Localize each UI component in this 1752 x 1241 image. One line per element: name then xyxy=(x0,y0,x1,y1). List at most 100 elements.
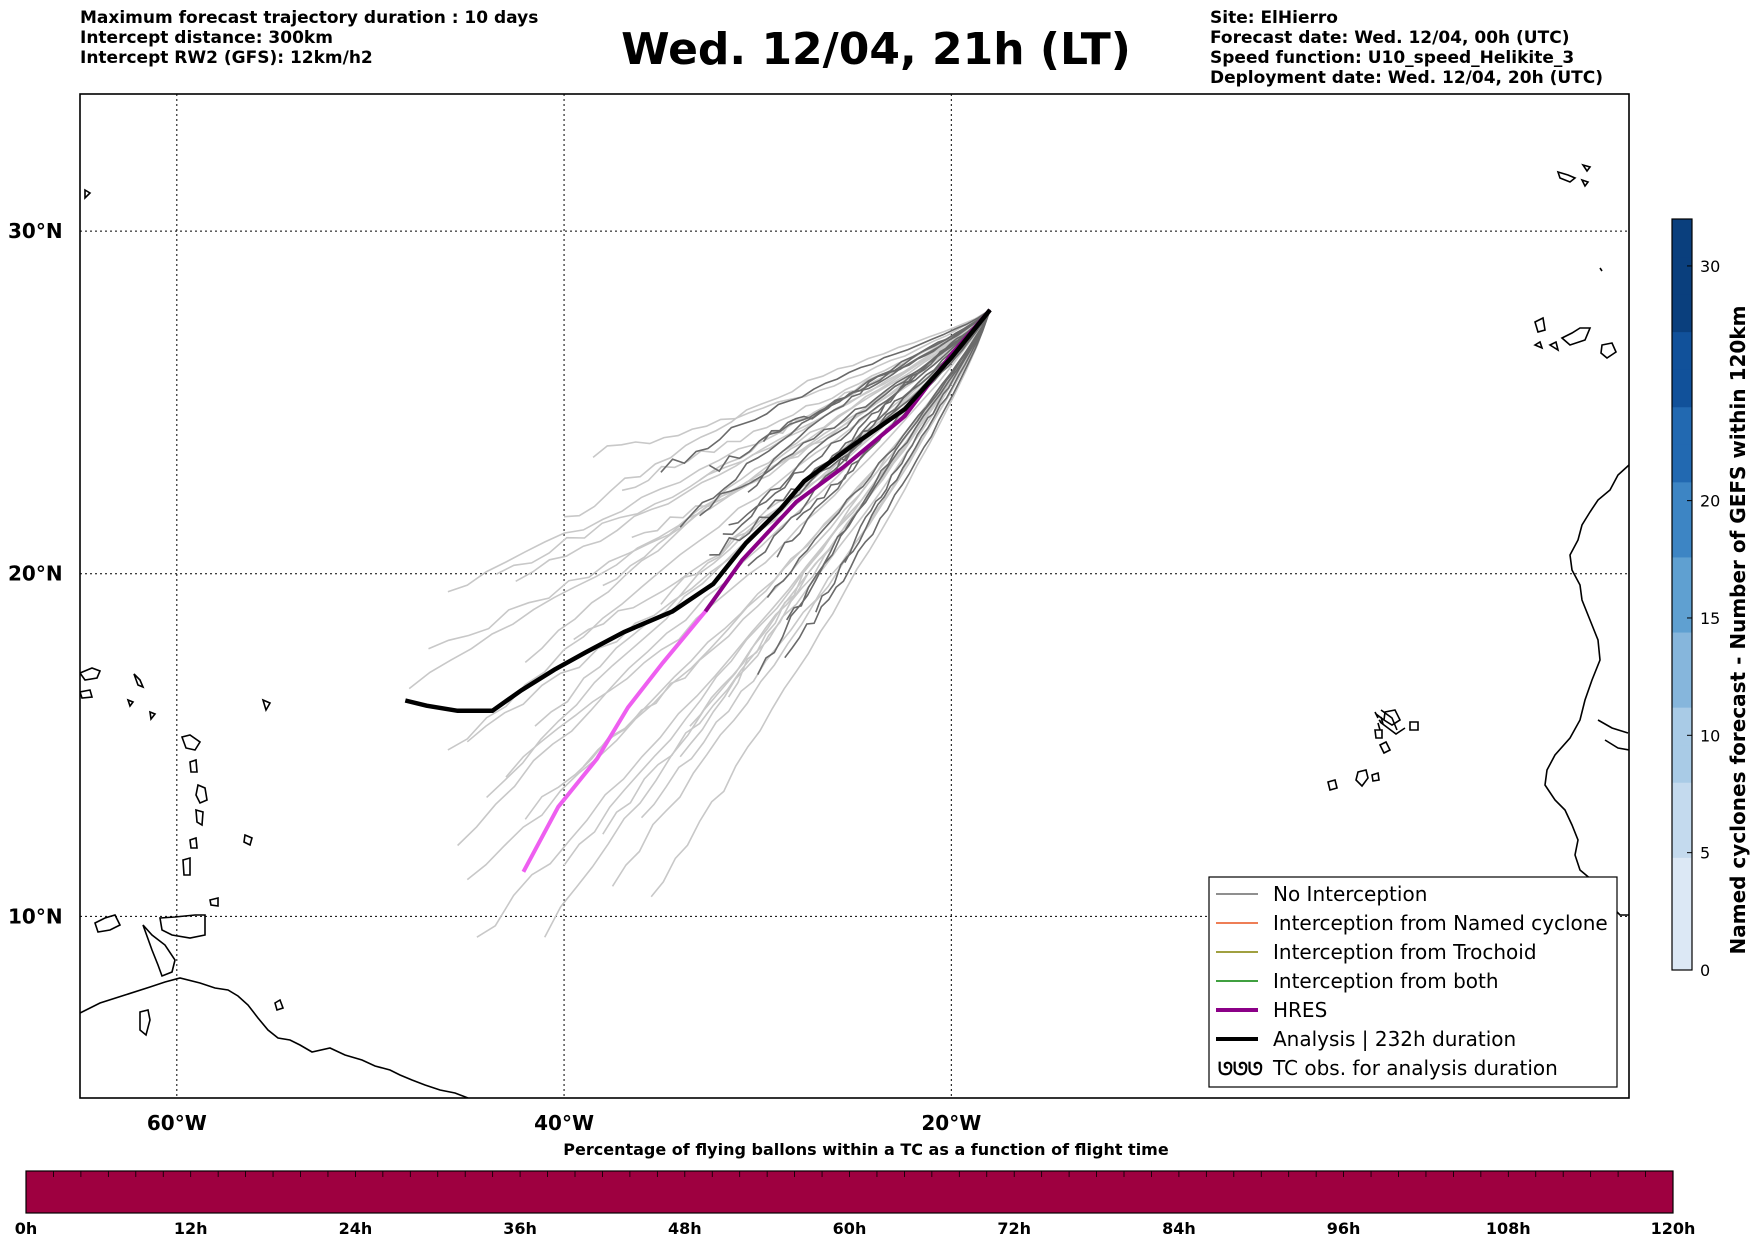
trajectory-dark xyxy=(844,309,991,563)
coast-islet-c xyxy=(180,734,202,751)
trajectory-light xyxy=(505,309,991,778)
colorbar-right-tick-label: 0 xyxy=(1700,961,1710,980)
coast-cape-verde-n7 xyxy=(1380,709,1398,731)
colorbar-right-tick-label: 20 xyxy=(1700,492,1720,511)
analysis-track xyxy=(404,308,992,714)
lon-tick-label: 60°W xyxy=(147,1111,207,1135)
colorbar-right-segment xyxy=(1672,669,1692,708)
coast-cape-verde-n3 xyxy=(1377,722,1381,731)
coast-islet-h xyxy=(182,856,191,876)
trajectory-dark xyxy=(815,309,991,613)
trajectory-light xyxy=(650,309,991,898)
colorbar-bottom-title: Percentage of flying ballons within a TC… xyxy=(563,1140,1169,1159)
coastlines xyxy=(80,163,1629,1098)
colorbar-right-segment xyxy=(1672,519,1692,558)
trajectory-light xyxy=(515,309,991,583)
colorbar-right-segment xyxy=(1672,819,1692,858)
map-frame xyxy=(79,93,1630,1099)
legend-box xyxy=(1208,876,1618,1088)
colorbar-flight-time: Percentage of flying ballons within a TC… xyxy=(15,1140,1696,1238)
colorbar-right-segment xyxy=(1672,932,1692,971)
colorbar-right-segment xyxy=(1672,594,1692,633)
coast-cape-verde-n9 xyxy=(1374,711,1379,719)
legend-label: Interception from Named cyclone xyxy=(1273,911,1608,935)
lon-tick-label: 20°W xyxy=(921,1111,981,1135)
colorbar-right-segment xyxy=(1672,481,1692,520)
coast-madeira xyxy=(1556,163,1592,188)
coast-island-1 xyxy=(139,1009,151,1037)
trajectory-light xyxy=(428,309,991,650)
legend-label: No Interception xyxy=(1273,882,1427,906)
coast-canaries-3 xyxy=(1600,342,1618,359)
colorbar-bottom-tick-label: 36h xyxy=(503,1219,537,1238)
lon-tick-label: 40°W xyxy=(534,1111,594,1135)
header-intercept-distance: Intercept distance: 300km xyxy=(80,28,333,48)
trajectory-light xyxy=(564,309,991,518)
lat-tick-label: 10°N xyxy=(8,904,63,928)
coast-bermuda-area xyxy=(80,667,102,681)
colorbar-right-segment xyxy=(1672,331,1692,370)
colorbar-bottom-tick-label: 0h xyxy=(15,1219,38,1238)
colorbar-right-segment xyxy=(1672,256,1692,295)
trajectory-dark xyxy=(699,309,991,517)
colorbar-bottom-tick-label: 120h xyxy=(1651,1219,1696,1238)
trajectory-dark xyxy=(766,309,991,598)
coast-canaries-4 xyxy=(1533,340,1560,352)
coast-africa-detail xyxy=(1597,719,1629,751)
colorbar-bottom-bar xyxy=(25,1170,1674,1214)
colorbar-right-segment xyxy=(1672,782,1692,821)
colorbar-bottom-tick-label: 84h xyxy=(1162,1219,1196,1238)
trajectory-light xyxy=(602,309,991,835)
colorbar-right-tick-label: 30 xyxy=(1700,257,1720,276)
trajectory-dark xyxy=(728,309,991,526)
legend-symbol-tc-obs: ᘎᘎᘎ xyxy=(1218,1059,1263,1080)
coast-africa xyxy=(1544,464,1629,916)
colorbar-right-tick-label: 15 xyxy=(1700,609,1720,628)
trajectory-light xyxy=(611,309,991,887)
colorbar-bottom-tick-label: 48h xyxy=(668,1219,702,1238)
coast-cape-verde-n2 xyxy=(1379,721,1406,735)
colorbar-bottom-tick-label: 96h xyxy=(1327,1219,1361,1238)
trajectory-light xyxy=(689,309,991,727)
coast-islets-l xyxy=(126,698,272,721)
coast-puerto-rico xyxy=(159,914,206,939)
colorbar-right-segment xyxy=(1672,632,1692,671)
colorbar-named-cyclones: 0 5 10 15 20 30 Named cyclones forecast - Num… xyxy=(1671,218,1750,980)
header-speed-function: Speed function: U10_speed_Helikite_3 xyxy=(1210,48,1575,68)
colorbar-right-label: Named cyclones forecast - Number of GEFS… xyxy=(1726,306,1750,955)
coast-cape-verde-n5 xyxy=(1378,719,1382,723)
colorbar-bottom-tick-label: 108h xyxy=(1486,1219,1531,1238)
coast-south-america xyxy=(80,977,469,1098)
map-title: Wed. 12/04, 21h (LT) xyxy=(621,24,1131,75)
colorbar-right-segment xyxy=(1672,707,1692,746)
header-right-info: Site: ElHierro Forecast date: Wed. 12/04… xyxy=(1210,8,1603,88)
header-intercept-rw2: Intercept RW2 (GFS): 12km/h2 xyxy=(80,48,373,68)
coast-islet-b xyxy=(133,673,145,689)
trajectory-light xyxy=(534,309,991,727)
coast-savage xyxy=(1599,267,1603,272)
header-max-duration: Maximum forecast trajectory duration : 1… xyxy=(80,8,539,28)
trajectory-dark xyxy=(784,309,991,659)
colorbar-bottom-tick-label: 72h xyxy=(997,1219,1031,1238)
coast-island-2 xyxy=(274,998,285,1012)
legend-label: HRES xyxy=(1273,998,1327,1022)
trajectory-light xyxy=(447,309,991,751)
colorbar-right-tick-label: 5 xyxy=(1700,844,1710,863)
header-deployment-date: Deployment date: Wed. 12/04, 20h (UTC) xyxy=(1210,68,1604,88)
coast-islet-i xyxy=(243,833,253,847)
header-left-info: Maximum forecast trajectory duration : 1… xyxy=(80,8,538,68)
coast-canaries-2 xyxy=(1560,327,1592,346)
hres-track-extension xyxy=(521,610,707,873)
coast-islet-g xyxy=(189,836,198,849)
header-site: Site: ElHierro xyxy=(1210,8,1338,28)
coast-hispaniola-w xyxy=(94,914,122,933)
coast-cape-verde-s xyxy=(1327,769,1380,791)
legend-label: Analysis | 232h duration xyxy=(1273,1027,1516,1051)
colorbar-right-segment xyxy=(1672,219,1692,258)
legend-label: Interception from Trochoid xyxy=(1273,940,1537,964)
coast-canaries-1 xyxy=(1534,316,1546,333)
coast-islet-d xyxy=(189,758,198,773)
colorbar-right-segment xyxy=(1672,406,1692,445)
legend: No Interception Interception from Named c… xyxy=(1208,876,1618,1088)
